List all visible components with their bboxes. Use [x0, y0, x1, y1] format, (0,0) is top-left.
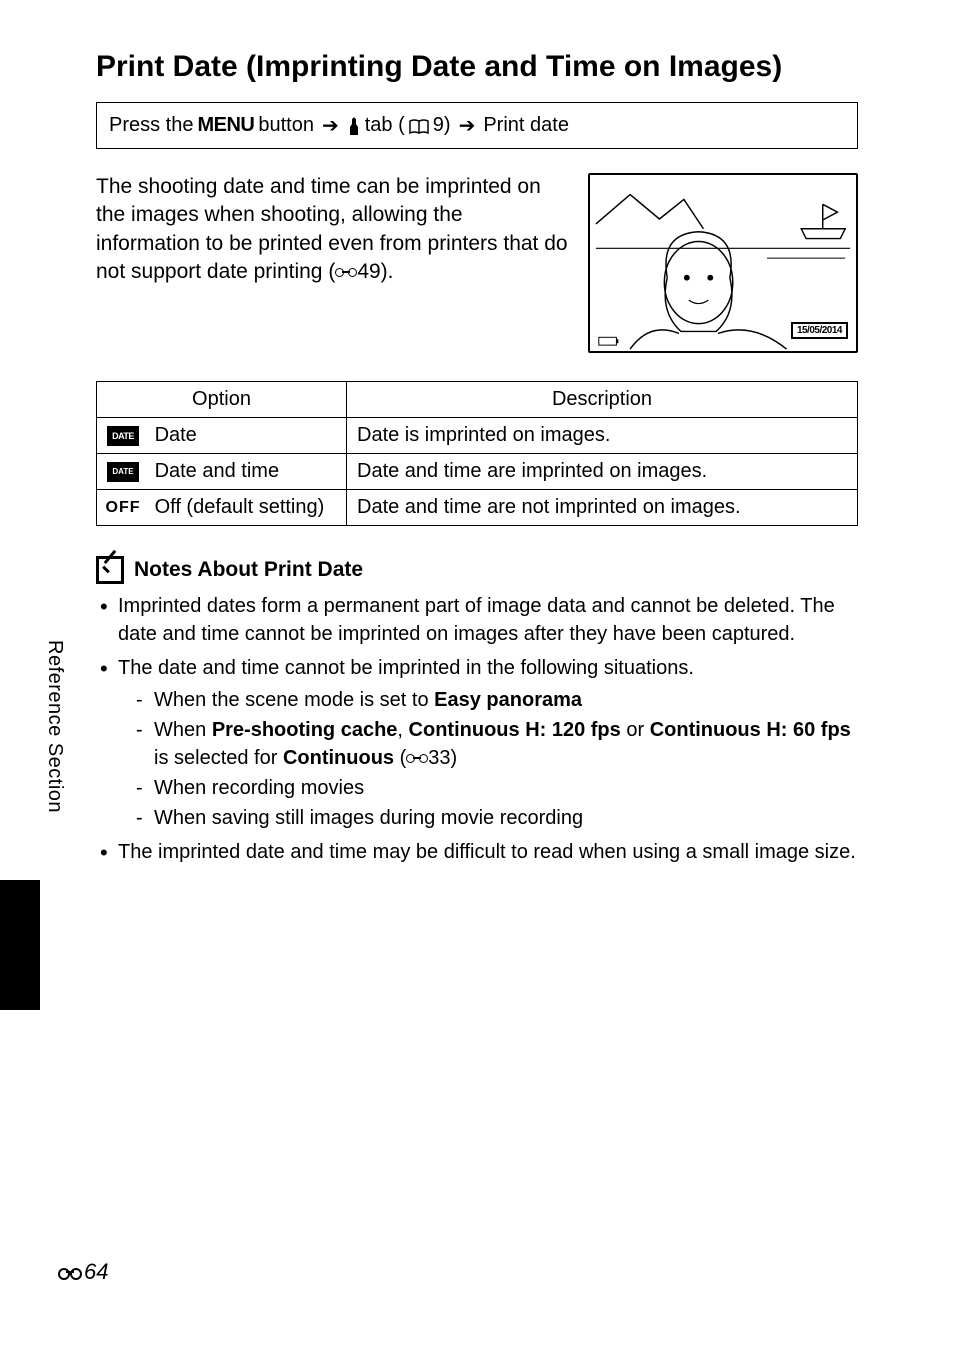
book-ref-icon — [409, 118, 429, 134]
note-item: The date and time cannot be imprinted in… — [96, 654, 858, 832]
t: Continuous H: 120 fps — [409, 719, 621, 741]
caution-check-icon — [96, 556, 124, 584]
opt-label: Date and time — [155, 460, 280, 482]
side-section-label: Reference Section — [42, 640, 66, 860]
arrow-icon: ➔ — [322, 113, 339, 138]
opt-desc: Date is imprinted on images. — [347, 418, 858, 454]
note-item: Imprinted dates form a permanent part of… — [96, 592, 858, 648]
t: When — [154, 719, 212, 741]
menu-button-label: MENU — [197, 114, 254, 137]
off-icon: OFF — [107, 498, 139, 518]
link-ref-icon — [335, 267, 357, 279]
note-text: The date and time cannot be imprinted in… — [118, 657, 694, 679]
notes-header: Notes About Print Date — [96, 556, 858, 584]
illustration: 15/05/2014 — [588, 173, 858, 353]
nav-button-word: button — [258, 114, 314, 137]
t: 33) — [428, 747, 457, 769]
t: or — [621, 719, 650, 741]
breadcrumb-box: Press the MENU button ➔ tab ( 9) ➔ Print … — [96, 102, 858, 149]
t: ( — [394, 747, 406, 769]
col-description: Description — [347, 382, 858, 418]
opt-label: Off (default setting) — [155, 496, 325, 518]
t: Easy panorama — [434, 689, 582, 711]
intro-paragraph: The shooting date and time can be imprin… — [96, 173, 568, 353]
t: is selected for — [154, 747, 283, 769]
note-subitem: When recording movies — [136, 774, 858, 802]
intro-text: The shooting date and time can be imprin… — [96, 175, 568, 283]
side-tab-marker — [0, 880, 40, 1010]
note-sublist: When the scene mode is set to Easy panor… — [118, 686, 858, 832]
datetime-icon: DATE — [107, 462, 139, 482]
page-number: 64 — [58, 1259, 108, 1285]
page-title: Print Date (Imprinting Date and Time on … — [96, 50, 858, 84]
link-ref-icon — [406, 753, 428, 765]
setup-tab-icon — [347, 117, 361, 135]
nav-tab-word: tab ( — [365, 114, 405, 137]
notes-list: Imprinted dates form a permanent part of… — [96, 592, 858, 866]
opt-desc: Date and time are not imprinted on image… — [347, 490, 858, 526]
t: , — [397, 719, 408, 741]
nav-print-date: Print date — [483, 114, 569, 137]
opt-desc: Date and time are imprinted on images. — [347, 454, 858, 490]
nav-press: Press the — [109, 114, 193, 137]
opt-label: Date — [155, 424, 197, 446]
t: Pre-shooting cache — [212, 719, 398, 741]
nav-tab-ref: 9) — [433, 114, 451, 137]
options-table: Option Description DATE Date Date is imp… — [96, 381, 858, 526]
t: Continuous — [283, 747, 394, 769]
table-row: DATE Date Date is imprinted on images. — [97, 418, 858, 454]
page-number-value: 64 — [84, 1259, 108, 1285]
arrow-icon: ➔ — [459, 113, 476, 138]
reference-section-icon — [58, 1265, 82, 1279]
intro-ref: 49). — [357, 260, 393, 283]
note-subitem: When the scene mode is set to Easy panor… — [136, 686, 858, 714]
date-icon: DATE — [107, 426, 139, 446]
col-option: Option — [97, 382, 347, 418]
notes-title: Notes About Print Date — [134, 558, 363, 582]
note-item: The imprinted date and time may be diffi… — [96, 838, 858, 866]
t: When the scene mode is set to — [154, 689, 434, 711]
table-row: OFF Off (default setting) Date and time … — [97, 490, 858, 526]
note-subitem: When Pre-shooting cache, Continuous H: 1… — [136, 716, 858, 772]
t: Continuous H: 60 fps — [650, 719, 851, 741]
table-row: DATE Date and time Date and time are imp… — [97, 454, 858, 490]
note-subitem: When saving still images during movie re… — [136, 804, 858, 832]
illustration-date-stamp: 15/05/2014 — [791, 322, 848, 339]
